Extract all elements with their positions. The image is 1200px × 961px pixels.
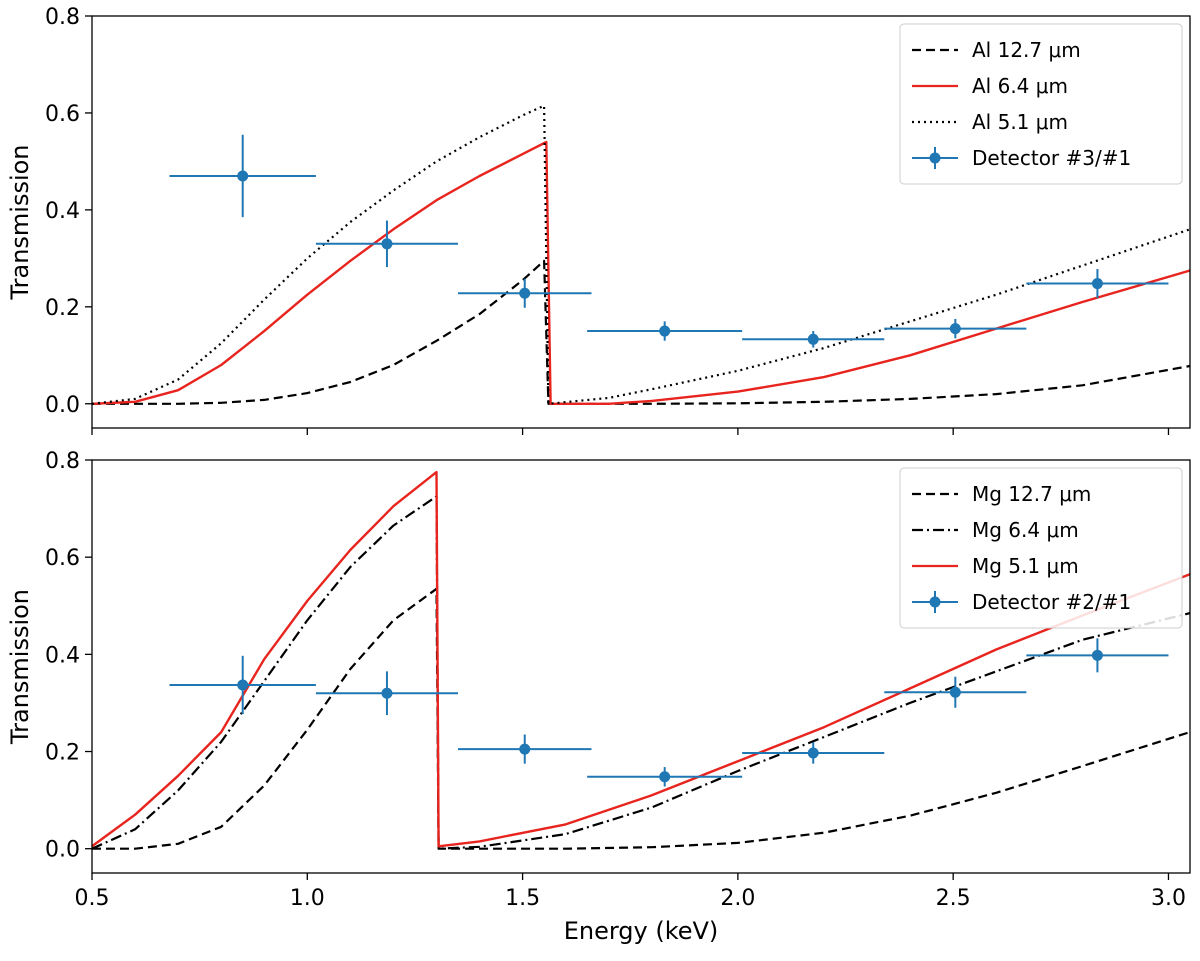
bottom-legend-entry-2-label: Mg 5.1 μm: [972, 554, 1079, 578]
top-legend-entry-3: Detector #3/#1: [912, 146, 1131, 170]
bottom-legend-entry-2: Mg 5.1 μm: [912, 554, 1079, 578]
bottom-legend-entry-1-label: Mg 6.4 μm: [972, 518, 1079, 542]
bottom-datapoint-2: [458, 734, 592, 764]
bottom-datapoint-5-marker: [949, 686, 961, 698]
top-datapoint-5-marker: [949, 323, 961, 335]
bottom-datapoint-6-marker: [1091, 649, 1103, 661]
top-datapoint-4: [742, 331, 885, 348]
top-datapoint-5: [884, 318, 1027, 339]
top-legend-entry-3-swatch-marker: [929, 152, 941, 164]
bottom-plot-area: [92, 470, 1190, 850]
bottom-datapoint-6: [1026, 638, 1169, 673]
top-datapoint-1: [315, 220, 458, 268]
top-legend-entry-3-label: Detector #3/#1: [972, 146, 1131, 170]
bottom-xtick-label-2: 1.5: [505, 886, 540, 911]
top-ylabel: Transmission: [6, 144, 34, 300]
bottom-series-0-line: [92, 587, 1190, 850]
bottom-legend-entry-3-swatch-marker: [929, 596, 941, 608]
top-datapoint-4-marker: [807, 333, 819, 345]
bottom-ytick-label-2: 0.4: [45, 643, 80, 668]
bottom-legend-box: [899, 467, 1183, 629]
bottom-legend-entry-0-label: Mg 12.7 μm: [972, 482, 1091, 506]
bottom-datapoint-3-marker: [659, 771, 671, 783]
bottom-ytick-label-1: 0.2: [45, 741, 80, 766]
bottom-xtick-label-3: 2.0: [720, 886, 755, 911]
top-series-0-line: [92, 259, 1190, 405]
bottom-datapoint-3: [587, 767, 743, 787]
bottom-xtick-label-5: 3.0: [1151, 886, 1186, 911]
top-axes-frame: [91, 15, 1191, 429]
bottom-legend-entry-3-label: Detector #2/#1: [972, 590, 1131, 614]
top-datapoint-6-marker: [1091, 278, 1103, 290]
top-ytick-label-2: 0.4: [45, 199, 80, 224]
bottom-xtick-label-4: 2.5: [936, 886, 971, 911]
bottom-xtick-label-1: 1.0: [290, 886, 325, 911]
bottom-ytick-label-3: 0.6: [45, 546, 80, 571]
top-legend-entry-1: Al 6.4 μm: [912, 74, 1068, 98]
top-plot-area: [92, 104, 1190, 405]
top-legend: Al 12.7 μm Al 6.4 μm Al 5.1 μm Detector #3/…: [899, 23, 1183, 185]
top-datapoint-1-marker: [381, 238, 393, 250]
bottom-ytick-label-4: 0.8: [45, 449, 80, 474]
bottom-datapoint-4: [742, 742, 885, 764]
top-ytick-label-4: 0.8: [45, 5, 80, 30]
top-datapoint-3: [587, 321, 743, 341]
top-ytick-label-0: 0.0: [45, 393, 80, 418]
top-ytick-label-1: 0.2: [45, 296, 80, 321]
top-legend-entry-1-label: Al 6.4 μm: [972, 74, 1068, 98]
top-legend-box: [899, 23, 1183, 185]
bottom-datapoint-0-marker: [237, 679, 249, 691]
bottom-legend-entry-0: Mg 12.7 μm: [912, 482, 1091, 506]
bottom-series-2-line: [92, 470, 1190, 848]
bottom-datapoint-4-marker: [807, 747, 819, 759]
top-datapoint-0: [169, 134, 316, 218]
bottom-datapoint-1-marker: [381, 687, 393, 699]
bottom-legend-entry-3: Detector #2/#1: [912, 590, 1131, 614]
bottom-xtick-label-0: 0.5: [75, 886, 110, 911]
bottom-legend-entry-1: Mg 6.4 μm: [912, 518, 1079, 542]
top-datapoint-6: [1026, 269, 1169, 299]
bottom-datapoint-2-marker: [519, 743, 531, 755]
top-legend-entry-2: Al 5.1 μm: [912, 110, 1068, 134]
bottom-panel: 0.0 0.2 0.4 0.6 0.8 0.5 1.0 1.5 2.0 2.5 3.0 Transmi…: [6, 449, 1191, 945]
bottom-xlabel: Energy (keV): [564, 917, 719, 945]
bottom-ylabel: Transmission: [6, 589, 34, 745]
top-ytick-label-3: 0.6: [45, 102, 80, 127]
bottom-datapoint-1: [315, 671, 458, 716]
top-legend-entry-2-label: Al 5.1 μm: [972, 110, 1068, 134]
top-datapoint-3-marker: [659, 325, 671, 337]
top-datapoint-0-marker: [237, 170, 249, 182]
top-legend-entry-0: Al 12.7 μm: [912, 38, 1081, 62]
top-series-1-line: [92, 140, 1190, 405]
bottom-series-1-line: [92, 495, 1190, 850]
top-datapoint-2-marker: [519, 287, 531, 299]
bottom-datapoint-5: [884, 676, 1027, 708]
bottom-datapoint-0: [169, 655, 316, 715]
bottom-ytick-label-0: 0.0: [45, 838, 80, 863]
bottom-legend: Mg 12.7 μm Mg 6.4 μm Mg 5.1 μm Detector #2/…: [899, 467, 1183, 629]
top-legend-entry-0-label: Al 12.7 μm: [972, 38, 1081, 62]
top-datapoint-2: [458, 278, 592, 308]
bottom-axes-frame: [91, 459, 1191, 874]
